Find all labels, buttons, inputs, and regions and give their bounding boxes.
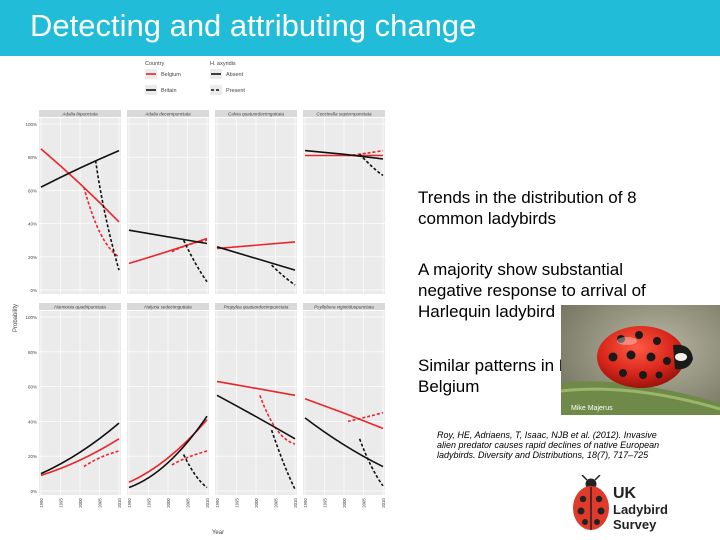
y-tick-label: 0%	[30, 489, 37, 494]
panel-title: Calvia quatuordecimguttata	[228, 112, 284, 117]
panel-title: Halyzia sedecimguttata	[144, 305, 192, 310]
x-tick-label: 1990	[303, 498, 308, 508]
faceted-line-chart: Country H. axyridis Belgium Britain Absent Pr…	[13, 61, 386, 536]
series-line-britain-absent	[304, 417, 384, 468]
y-tick-label: 40%	[28, 419, 37, 424]
x-tick-label: 1990	[215, 498, 220, 508]
x-tick-label: 2005	[186, 498, 191, 508]
y-tick-label: 60%	[28, 385, 37, 390]
x-tick-label: 2010	[293, 498, 298, 508]
y-tick-label: 100%	[25, 315, 37, 320]
y-tick-label: 60%	[28, 188, 37, 193]
panel-strip	[215, 303, 297, 310]
y-axis-label: Probability	[13, 304, 19, 332]
x-tick-label: 1995	[323, 498, 328, 508]
panel-title: Adalia bipunctata	[61, 112, 98, 117]
x-tick-label: 2000	[254, 498, 259, 508]
bullet-line: A majority show substantial	[418, 260, 624, 279]
bullet-line: negative response to arrival of	[418, 281, 646, 300]
series-line-belgium-present	[83, 450, 120, 468]
legend-label: Belgium	[161, 72, 181, 78]
bullet-1: Trends in the distribution of 8 common l…	[418, 187, 637, 229]
series-line-belgium-present	[347, 411, 384, 423]
series-line-britain-present	[182, 239, 208, 283]
series-line-britain-absent	[128, 229, 208, 245]
panel-title: Coccinella septempunctata	[316, 112, 372, 117]
series-line-belgium-absent	[128, 237, 208, 265]
series-line-belgium-present	[259, 395, 296, 445]
series-line-belgium-absent	[304, 398, 384, 430]
series-line-belgium-absent	[216, 380, 296, 397]
y-tick-label: 20%	[28, 454, 37, 459]
title-bar: Detecting and attributing change	[0, 0, 720, 56]
x-tick-label: 2010	[381, 498, 386, 508]
x-tick-label: 2005	[274, 498, 279, 508]
x-tick-label: 2010	[205, 498, 210, 508]
logo-line-2: Ladybird Survey	[613, 502, 668, 532]
panel-strip	[303, 303, 385, 310]
legend-title-harmonia: H. axyridis	[210, 61, 236, 67]
bullet-line: Belgium	[418, 377, 480, 396]
series-line-britain-present	[358, 438, 384, 487]
panel-strip	[39, 110, 121, 117]
series-line-britain-absent	[304, 149, 384, 160]
series-line-belgium-absent	[40, 148, 120, 223]
series-line-britain-present	[94, 160, 120, 271]
legend-label: Britain	[161, 88, 177, 94]
series-line-belgium-absent	[40, 438, 120, 477]
y-tick-label: 100%	[25, 122, 37, 127]
y-tick-label: 80%	[28, 155, 37, 160]
x-tick-label: 1995	[59, 498, 64, 508]
bullet-line: Trends in the distribution of 8	[418, 188, 637, 207]
photo-credit: Mike Majerus	[571, 405, 613, 412]
logo-line-1: UK	[613, 485, 637, 502]
legend-label: Present	[226, 88, 245, 94]
series-line-belgium-present	[83, 186, 120, 258]
bullet-line: common ladybirds	[418, 209, 556, 228]
panel-title: Propylea quatuordecimpunctata	[224, 305, 289, 310]
panel-strip	[39, 303, 121, 310]
x-tick-label: 1990	[127, 498, 132, 508]
x-tick-label: 2005	[362, 498, 367, 508]
y-tick-label: 80%	[28, 350, 37, 355]
bullet-line: Harlequin ladybird	[418, 302, 556, 321]
y-tick-label: 20%	[28, 255, 37, 260]
citation: Roy, HE, Adriaens, T, Isaac, NJB et al. …	[437, 430, 660, 460]
series-line-britain-present	[358, 153, 384, 177]
x-axis-label: Year	[212, 530, 224, 536]
x-tick-label: 2000	[78, 498, 83, 508]
y-tick-label: 40%	[28, 222, 37, 227]
x-tick-label: 2000	[342, 498, 347, 508]
legend-label: Absent	[226, 72, 244, 78]
x-tick-label: 1995	[235, 498, 240, 508]
chart-figure: Country H. axyridis Belgium Britain Absent Pr…	[8, 56, 392, 540]
x-tick-label: 2000	[166, 498, 171, 508]
panel-title: Harmonia quadripunctata	[54, 305, 106, 310]
series-line-britain-absent	[128, 415, 208, 489]
series-line-britain-present	[270, 429, 296, 490]
ladybird-logo-icon	[573, 474, 609, 530]
slide-title: Detecting and attributing change	[30, 8, 477, 43]
series-line-britain-absent	[40, 422, 120, 475]
bullet-2: A majority show substantial negative res…	[418, 259, 646, 322]
y-tick-label: 0%	[30, 288, 37, 293]
x-tick-label: 2010	[117, 498, 122, 508]
panel-strip	[127, 303, 209, 310]
panel-strip	[127, 110, 209, 117]
panel-title: Psyllobora vigintiduopunctata	[314, 305, 374, 310]
ladybird-photo: Mike Majerus	[561, 305, 720, 415]
legend-title-country: Country	[145, 61, 165, 67]
uk-ladybird-survey-logo: UK Ladybird Survey	[570, 474, 710, 535]
panel-strip	[303, 110, 385, 117]
x-tick-label: 2005	[98, 498, 103, 508]
x-tick-label: 1995	[147, 498, 152, 508]
x-tick-label: 1990	[39, 498, 44, 508]
panel-strip	[215, 110, 297, 117]
panel-title: Adalia decempunctata	[144, 112, 191, 117]
series-line-britain-absent	[40, 149, 120, 188]
series-line-britain-absent	[216, 246, 296, 271]
series-line-belgium-absent	[216, 241, 296, 250]
series-line-britain-absent	[216, 394, 296, 440]
series-line-britain-present	[271, 264, 296, 286]
